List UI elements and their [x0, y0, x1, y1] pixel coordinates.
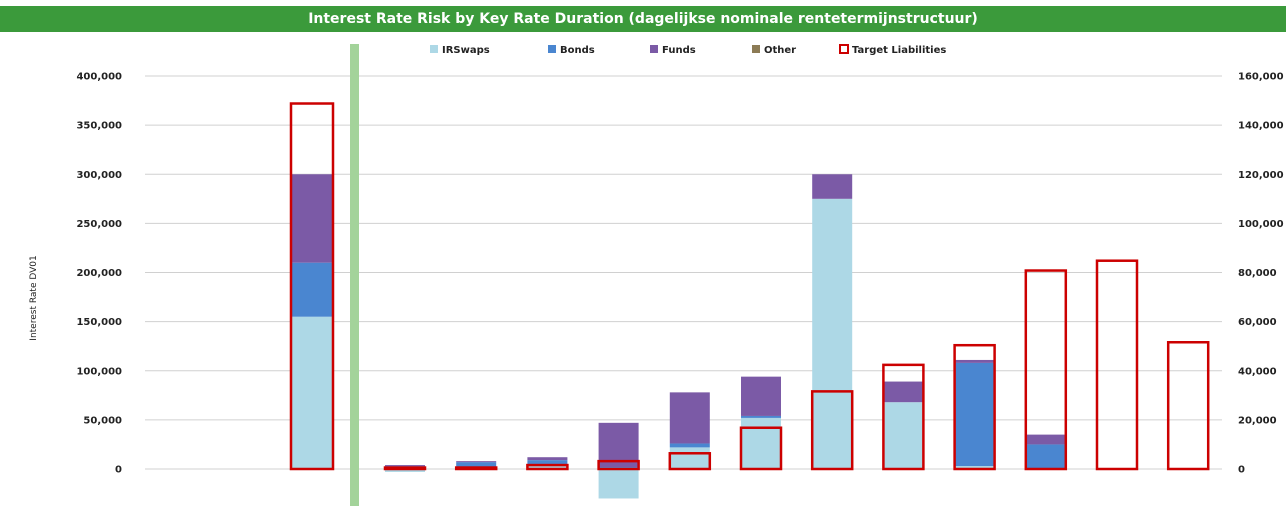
- bar-funds: [291, 174, 333, 263]
- legend-label: Other: [764, 45, 796, 56]
- target-liabilities-bar: [668, 452, 712, 471]
- bar-irswaps: [598, 469, 639, 499]
- target-bars: [289, 102, 1210, 471]
- bar-bonds: [291, 262, 333, 317]
- bar-irswaps: [527, 466, 568, 469]
- legend-swatch: [650, 45, 658, 53]
- y-tick-label: 350,000: [76, 121, 122, 132]
- bar-funds: [812, 174, 853, 199]
- bar-funds: [456, 461, 497, 463]
- target-liabilities-bar: [1166, 341, 1210, 471]
- separator: [350, 44, 359, 506]
- target-liabilities-bar: [1095, 259, 1139, 471]
- bar-bonds: [669, 443, 710, 448]
- bar-funds: [1025, 434, 1066, 445]
- y2-tick-label: 100,000: [1238, 219, 1284, 230]
- bar-bonds: [527, 460, 568, 467]
- y2-tick-label: 120,000: [1238, 170, 1284, 181]
- target-liabilities-bar: [810, 390, 854, 471]
- bar-funds: [669, 392, 710, 444]
- bar-irswaps: [812, 198, 853, 469]
- target-liabilities-bar: [882, 363, 925, 471]
- bar-irswaps: [741, 417, 781, 469]
- legend: IRSwaps Bonds Funds Other Target Liabilities: [430, 44, 946, 56]
- bar-funds: [385, 465, 425, 467]
- target-liabilities-bar: [953, 343, 996, 471]
- chart-title: Interest Rate Risk by Key Rate Duration …: [308, 11, 978, 27]
- y2-tick-label: 40,000: [1238, 366, 1277, 377]
- bar-bonds: [1025, 444, 1066, 469]
- y2-tick-label: 160,000: [1238, 72, 1284, 83]
- bar-funds: [883, 381, 924, 403]
- target-liabilities-bar: [526, 463, 569, 471]
- y2-tick-label: 20,000: [1238, 415, 1277, 426]
- y2-tick-label: 80,000: [1238, 268, 1277, 279]
- bar-bonds: [741, 415, 781, 418]
- bar-funds: [527, 457, 568, 461]
- y-tick-label: 150,000: [76, 317, 122, 328]
- legend-label: IRSwaps: [442, 45, 490, 56]
- bars: [291, 44, 1066, 506]
- y-tick-label: 50,000: [83, 415, 122, 426]
- bar-irswaps: [385, 469, 425, 472]
- bar-funds: [598, 422, 639, 468]
- legend-swatch: [839, 44, 849, 54]
- y-tick-label: 250,000: [76, 219, 122, 230]
- y2-tick-label: 140,000: [1238, 121, 1284, 132]
- y2-tick-label: 60,000: [1238, 317, 1277, 328]
- target-liabilities-bar: [739, 426, 783, 471]
- bar-irswaps: [291, 316, 333, 469]
- legend-swatch: [548, 45, 556, 53]
- target-liabilities-bar: [597, 459, 640, 471]
- bar-bonds: [954, 362, 995, 467]
- bar-bonds: [456, 462, 497, 468]
- bar-funds: [954, 359, 995, 363]
- target-liabilities-bar: [454, 466, 498, 471]
- y2-tick-label: 0: [1238, 465, 1245, 476]
- legend-swatch: [752, 45, 760, 53]
- target-liabilities-bar: [289, 102, 335, 471]
- legend-label: Target Liabilities: [852, 45, 946, 56]
- legend-label: Funds: [662, 45, 696, 56]
- bar-funds: [741, 376, 781, 416]
- target-liabilities-bar: [383, 466, 427, 471]
- axes: 0 50,000 100,000 150,000 200,000 250,000 300,0…: [76, 72, 1283, 476]
- legend-swatch: [430, 45, 438, 53]
- bar-irswaps: [954, 466, 995, 469]
- target-liabilities-bar: [1024, 269, 1068, 471]
- title-bar: Interest Rate Risk by Key Rate Duration …: [0, 6, 1286, 32]
- legend-label: Bonds: [560, 45, 595, 56]
- y-tick-label: 100,000: [76, 366, 122, 377]
- y-tick-label: 200,000: [76, 268, 122, 279]
- y-axis-label: Interest Rate DV01: [29, 255, 39, 340]
- bar-irswaps: [883, 402, 924, 469]
- y-tick-label: 0: [115, 465, 122, 476]
- bar-irswaps: [669, 447, 710, 469]
- y-tick-label: 400,000: [76, 72, 122, 83]
- y-tick-label: 300,000: [76, 170, 122, 181]
